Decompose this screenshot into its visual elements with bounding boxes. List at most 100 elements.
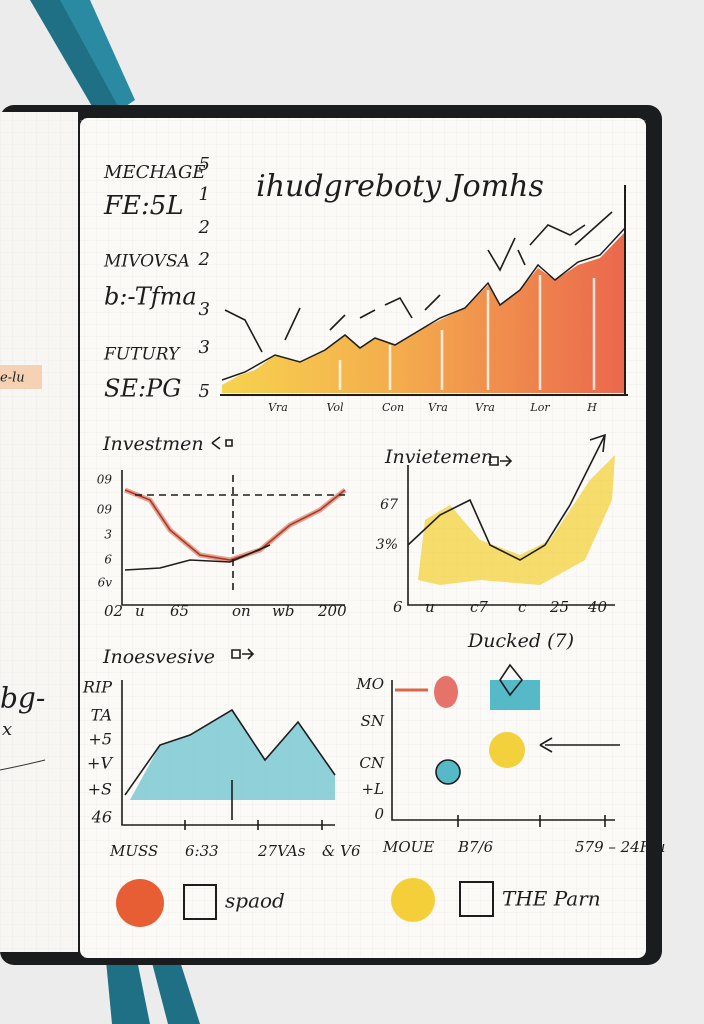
panel-3 xyxy=(121,680,336,830)
y-tick-label: 09 xyxy=(97,473,113,487)
legend-swatch xyxy=(116,879,164,927)
x-tick-label: Vra xyxy=(428,401,448,414)
left-note: x xyxy=(2,719,12,740)
axes xyxy=(121,470,345,606)
x-tick-label: 6:33 xyxy=(185,842,219,860)
y-tick-label: MO xyxy=(355,675,384,693)
legend-swatch xyxy=(391,878,435,922)
y-tick-label: TA xyxy=(91,706,112,725)
axes xyxy=(407,465,615,606)
y-tick-label: CN xyxy=(359,754,384,772)
y-tick-label: 3 xyxy=(199,299,210,320)
y-tick-label: 46 xyxy=(91,808,112,827)
line xyxy=(124,489,346,561)
axes xyxy=(220,185,628,396)
y-tick-label: 3 xyxy=(199,337,210,358)
face xyxy=(434,676,458,708)
teal-patch xyxy=(490,680,540,710)
legend-label: spaod xyxy=(225,889,285,913)
panel-2 xyxy=(407,433,615,606)
x-tick-label: u xyxy=(425,598,435,616)
axes xyxy=(121,680,335,830)
small-face xyxy=(435,759,461,785)
y-tick-label: 3% xyxy=(376,537,398,553)
side-label: FUTURY xyxy=(103,345,181,365)
x-tick-label: u xyxy=(135,602,145,620)
main-chart xyxy=(220,185,628,396)
x-tick-label: 200 xyxy=(317,602,347,620)
chart-title: ihudgreboty Jomhs xyxy=(256,169,544,204)
x-tick-label: 65 xyxy=(170,602,189,620)
arrow-icon xyxy=(489,455,513,467)
y-tick-label: 0 xyxy=(374,805,384,823)
x-tick-label: Lor xyxy=(529,401,550,414)
y-tick-label: RIP xyxy=(82,678,112,697)
x-tick-label: MOUE xyxy=(382,838,434,856)
axes xyxy=(391,680,615,827)
x-tick-label: 27VAs xyxy=(257,842,306,860)
wash xyxy=(130,710,335,800)
pointer xyxy=(539,737,620,753)
x-tick-label: c xyxy=(518,598,527,616)
side-label: SE:PG xyxy=(104,375,181,403)
diamond xyxy=(499,663,524,697)
line2 xyxy=(124,544,271,571)
streaks xyxy=(338,275,596,390)
wash xyxy=(418,455,615,585)
y-tick-label: 5 xyxy=(199,154,210,175)
left-stroke xyxy=(0,759,46,771)
arrow-icon xyxy=(231,648,255,660)
y-tick-label: 5 xyxy=(199,381,210,402)
legend-label: THE Parn xyxy=(502,887,601,911)
arrow-icon xyxy=(211,436,233,450)
x-tick-label: Vra xyxy=(268,401,288,414)
y-tick-label: 09 xyxy=(97,503,113,517)
x-tick-label: MUSS xyxy=(109,842,158,860)
note-highlight xyxy=(0,365,42,389)
x-tick-label: Con xyxy=(382,401,404,414)
side-label: b:-Tfma xyxy=(104,283,197,311)
x-tick-label: H xyxy=(586,401,597,414)
panel-4 xyxy=(391,663,620,827)
ribbons xyxy=(30,0,200,1024)
x-tick-label: 40 xyxy=(587,598,608,616)
y-tick-label: 67 xyxy=(380,497,398,513)
panel-1 xyxy=(121,470,347,606)
side-label: MECHAGE xyxy=(103,162,206,183)
y-tick-label: 1 xyxy=(199,184,210,205)
y-tick-label: +S xyxy=(88,780,112,799)
x-tick-label: Vol xyxy=(326,401,344,414)
x-tick-label: Vra xyxy=(475,401,495,414)
legend-box xyxy=(459,881,494,917)
legend-box xyxy=(183,884,217,920)
y-tick-label: 3 xyxy=(104,528,112,542)
x-tick-label: on xyxy=(232,602,251,620)
y-tick-label: SN xyxy=(361,712,385,730)
area xyxy=(222,232,625,393)
x-tick-label: 6 xyxy=(393,598,403,616)
panel-title: Ducked (7) xyxy=(467,630,574,652)
x-tick-label: 02 xyxy=(104,602,123,620)
panel-title: Invietemen xyxy=(384,446,493,468)
y-tick-label: 6v xyxy=(98,576,113,590)
line xyxy=(407,433,606,561)
sun-face xyxy=(489,732,525,768)
line xyxy=(124,708,336,820)
x-tick-label: & V6 xyxy=(322,842,361,860)
x-tick-label: c7 xyxy=(470,598,488,616)
side-label: FE:5L xyxy=(103,191,184,221)
y-tick-label: 2 xyxy=(198,249,210,270)
side-label: MIVOVSA xyxy=(103,252,190,272)
x-tick-label: 25 xyxy=(549,598,569,616)
dashes xyxy=(135,475,345,595)
y-tick-label: +V xyxy=(87,754,113,773)
panel-title: Investmen xyxy=(102,433,204,455)
left-grid xyxy=(0,112,78,952)
left-note: bg- xyxy=(0,682,45,715)
x-tick-label: wb xyxy=(272,602,294,620)
y-tick-label: 6 xyxy=(104,553,112,567)
y-tick-label: +5 xyxy=(88,730,112,749)
left-note: e-lu xyxy=(0,371,25,386)
